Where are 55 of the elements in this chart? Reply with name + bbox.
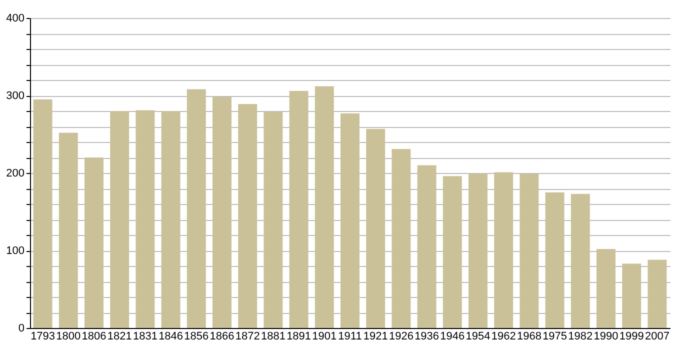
bar (58, 132, 78, 328)
y-tick-label: 100 (6, 245, 24, 257)
x-tick-label: 1954 (466, 330, 490, 342)
bar (136, 110, 155, 328)
x-tick-label: 1846 (158, 330, 184, 342)
x-tick-label: 1926 (388, 330, 414, 342)
y-tick-label: 200 (6, 168, 24, 180)
x-tick-label: 1821 (107, 330, 132, 342)
bar (340, 113, 360, 328)
bar (264, 112, 283, 328)
bar (468, 174, 488, 328)
x-tick-label: 1831 (132, 330, 158, 342)
bar (520, 174, 539, 328)
x-tick-label: 1990 (594, 330, 618, 342)
x-tick-label: 1866 (210, 330, 234, 342)
bar (238, 104, 258, 328)
x-tick-label: 1806 (82, 330, 106, 342)
bar (289, 90, 308, 328)
x-tick-label: 1911 (338, 330, 362, 342)
bar (494, 172, 514, 328)
y-tick-label: 300 (6, 90, 24, 102)
bar (33, 99, 52, 328)
x-tick-label: 1881 (260, 330, 286, 342)
x-tick-label: 1946 (440, 330, 465, 342)
x-tick-label: 1921 (363, 330, 388, 342)
bar (186, 89, 206, 328)
x-tick-label: 1856 (184, 330, 209, 342)
x-tick-label: 1891 (286, 330, 312, 342)
x-tick-label: 1793 (30, 330, 56, 342)
bar (110, 111, 130, 328)
bar (417, 165, 436, 328)
y-tick-label: 0 (18, 322, 24, 334)
bar (212, 97, 232, 328)
x-tick-label: 1872 (235, 330, 260, 342)
x-tick-label: 1968 (516, 330, 542, 342)
bar (648, 260, 667, 328)
x-tick-label: 1982 (568, 330, 593, 342)
x-tick-label: 1975 (542, 330, 568, 342)
bar (570, 194, 590, 328)
x-tick-label: 1936 (414, 330, 440, 342)
bar (622, 264, 642, 328)
bar (596, 248, 616, 328)
x-tick-label: 2007 (644, 330, 670, 342)
bar (161, 111, 180, 328)
bar (314, 86, 334, 328)
y-tick-label: 400 (6, 12, 24, 24)
bar (392, 148, 411, 328)
bar (84, 158, 104, 328)
x-tick-label: 1800 (56, 330, 81, 342)
bar (366, 128, 386, 328)
x-tick-label: 1999 (619, 330, 644, 342)
bar (442, 176, 462, 328)
x-tick-label: 1901 (312, 330, 337, 342)
bar (545, 192, 564, 328)
x-tick-label: 1962 (491, 330, 516, 342)
